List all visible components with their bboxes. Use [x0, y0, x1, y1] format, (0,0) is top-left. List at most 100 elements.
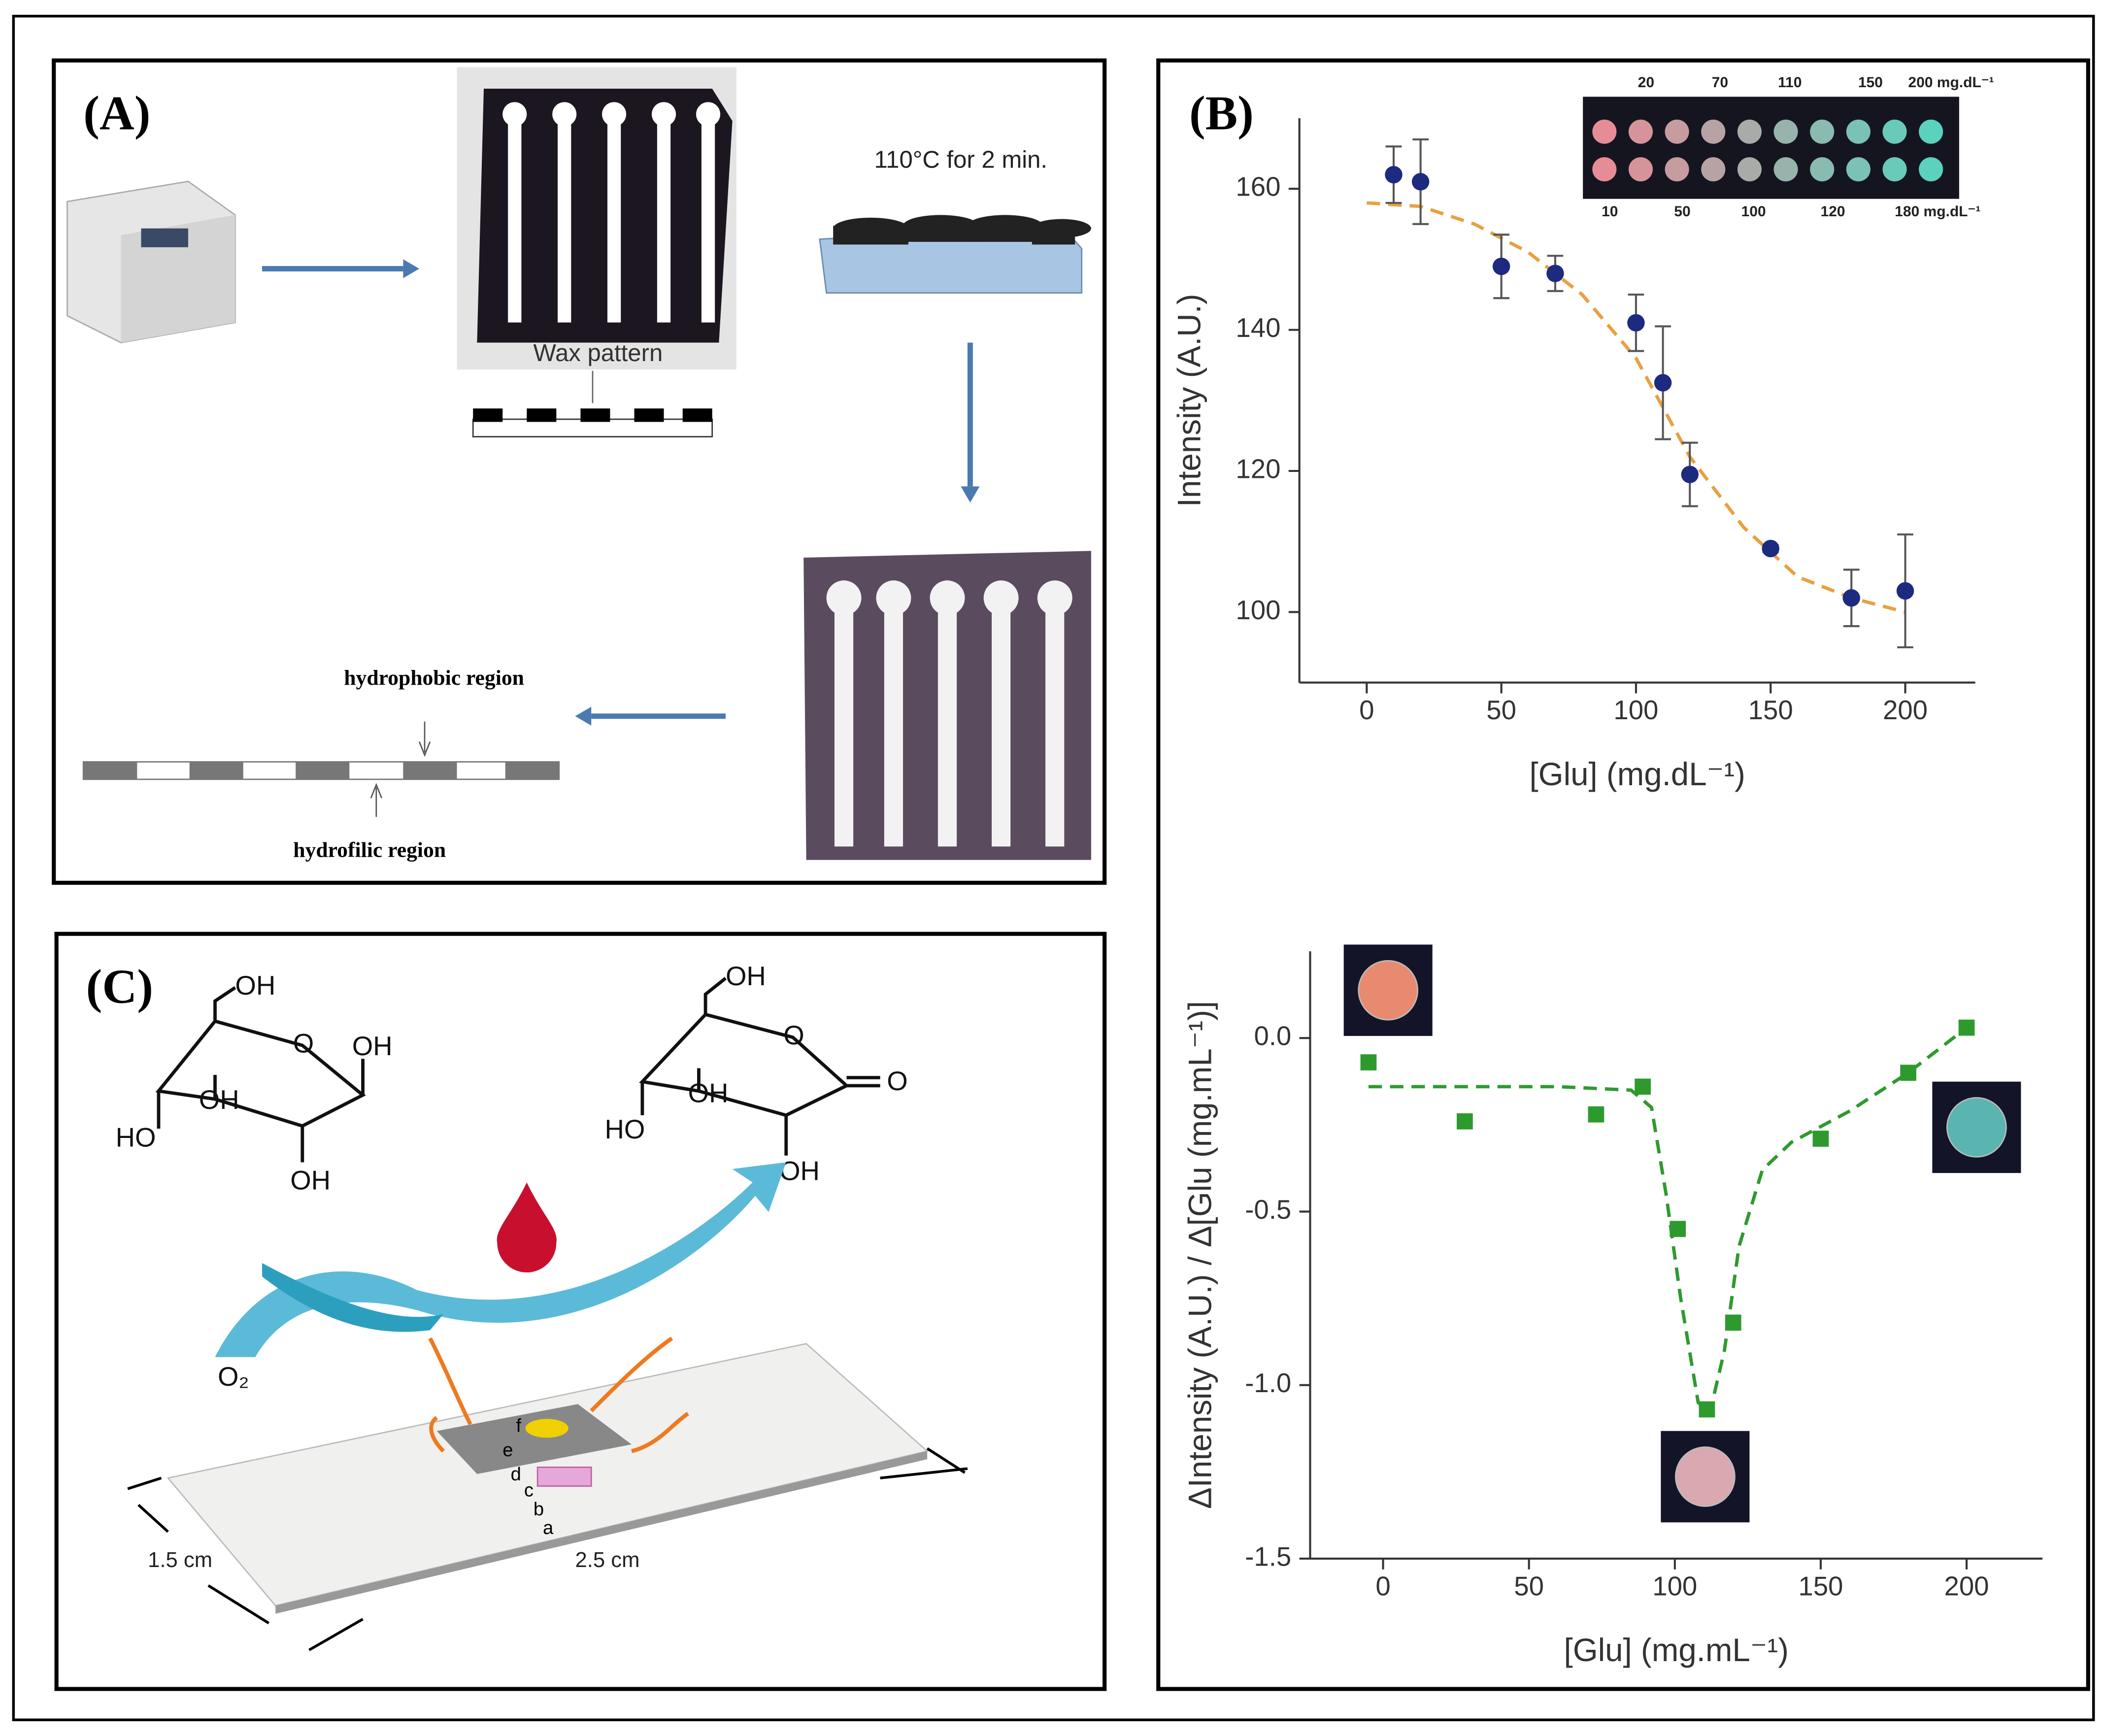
data-point: [1385, 166, 1403, 184]
inset-label: 110: [1778, 74, 1802, 91]
y-tick-label: -1.0: [1245, 1368, 1291, 1398]
well: [1810, 119, 1835, 144]
chem-label: OH: [235, 970, 275, 1001]
wax-photo: [457, 67, 736, 370]
data-point: [1699, 1401, 1715, 1418]
panel-c: (C) OH OH OH HO OH O OH OH HO OH O O O₂: [54, 932, 1107, 1691]
data-point: [1681, 466, 1699, 483]
data-point: [1635, 1078, 1651, 1095]
chem-label: OH: [199, 1085, 239, 1115]
well: [1628, 119, 1653, 144]
x-axis-label: [Glu] (mg.dL⁻¹): [1529, 756, 1745, 792]
sensor-layer: [536, 1467, 592, 1487]
panel-label: (B): [1189, 87, 1254, 140]
well: [1737, 119, 1762, 144]
chem-label: OH: [352, 1031, 393, 1061]
chem-label: OH: [688, 1078, 729, 1108]
inset-well: [1358, 960, 1419, 1021]
pointer: [418, 721, 431, 757]
data-point: [1842, 589, 1860, 607]
strip-photo: [803, 551, 1091, 860]
x-tick-label: 50: [1514, 1571, 1544, 1601]
panel-frame: [1156, 58, 2090, 1691]
data-point: [1492, 258, 1510, 275]
well: [1810, 157, 1835, 182]
well: [1665, 157, 1689, 182]
oxygen-arrows: [428, 1336, 689, 1453]
y-tick-label: -0.5: [1245, 1195, 1291, 1225]
inset-label: 50: [1674, 203, 1690, 220]
chem-label: HO: [116, 1122, 156, 1152]
x-tick-label: 150: [1748, 695, 1793, 725]
reaction-arrow: [262, 1263, 444, 1332]
chem-label: OH: [290, 1166, 331, 1196]
inset-bg: [1583, 97, 1959, 199]
well: [1628, 157, 1653, 182]
arrow-head: [575, 706, 592, 726]
x-tick-label: 150: [1798, 1571, 1843, 1601]
well: [1882, 119, 1907, 144]
data-point: [1654, 374, 1672, 392]
data-point: [1958, 1019, 1975, 1036]
y-tick-label: 140: [1236, 313, 1280, 343]
gluconolactone-structure: [639, 976, 880, 1156]
panel-frame: [54, 932, 1107, 1691]
data-point: [1762, 539, 1779, 558]
x-axis-label: [Glu] (mg.mL⁻¹): [1564, 1632, 1789, 1668]
well: [1592, 157, 1617, 182]
hot-plate: [819, 215, 1091, 294]
hydrofilic-label: hydrofilic region: [293, 838, 446, 862]
inset-label: 10: [1602, 203, 1618, 220]
data-point: [1900, 1065, 1916, 1081]
inset-label: 70: [1712, 74, 1728, 91]
y-tick-label: 100: [1236, 595, 1280, 625]
x-tick-label: 0: [1375, 1571, 1390, 1601]
dimension-lines: [127, 1447, 968, 1651]
data-point: [1456, 1113, 1473, 1130]
y-tick-label: -1.5: [1245, 1541, 1291, 1571]
fit-curve: [1368, 1026, 1968, 1416]
well: [1773, 119, 1798, 144]
layer-label: c: [524, 1480, 534, 1501]
sensor-spot: [525, 1419, 569, 1438]
x-tick-label: 100: [1652, 1571, 1697, 1601]
pointer: [370, 783, 382, 817]
layer-label: d: [511, 1464, 521, 1485]
layer-label: f: [516, 1415, 521, 1436]
heat-step: 110°C for 2 min.: [874, 146, 1048, 173]
panel-label: (A): [83, 87, 150, 140]
data-point: [1725, 1314, 1741, 1331]
arrow-head: [403, 259, 420, 278]
wax-strip: [472, 408, 713, 437]
inset-label: 100: [1741, 203, 1766, 220]
arrow-head: [961, 486, 980, 503]
sensor-layer: [436, 1404, 632, 1474]
y-tick-label: 120: [1236, 454, 1280, 484]
chem-label: OH: [726, 961, 766, 991]
printer: [67, 180, 236, 343]
well: [1919, 119, 1943, 144]
y-tick-label: 0.0: [1254, 1021, 1291, 1051]
dimension-label: 1.5 cm: [148, 1548, 212, 1572]
data-point: [1896, 582, 1914, 600]
chem-label: O: [887, 1066, 907, 1096]
chem-label: O₂: [218, 1362, 249, 1392]
hydrophobic-label: hydrophobic region: [344, 666, 524, 690]
well: [1773, 157, 1798, 182]
wax-label: Wax pattern: [533, 340, 663, 367]
well: [1846, 157, 1871, 182]
glass-slide-edge: [275, 1451, 928, 1614]
well: [1882, 157, 1907, 182]
inset-label: 150: [1858, 74, 1883, 91]
panel-a: (A) Wax pattern 110°C for: [52, 58, 1107, 885]
inset-photo: [1583, 97, 1959, 199]
outer-frame: [12, 15, 2095, 1721]
layer-label: e: [502, 1439, 513, 1461]
data-point: [1411, 173, 1430, 191]
blood-drop: [497, 1182, 557, 1272]
y-axis-label: ΔIntensity (A.U.) / Δ[Glu (mg.mL⁻¹)]: [1182, 1001, 1218, 1509]
well: [1592, 119, 1617, 144]
